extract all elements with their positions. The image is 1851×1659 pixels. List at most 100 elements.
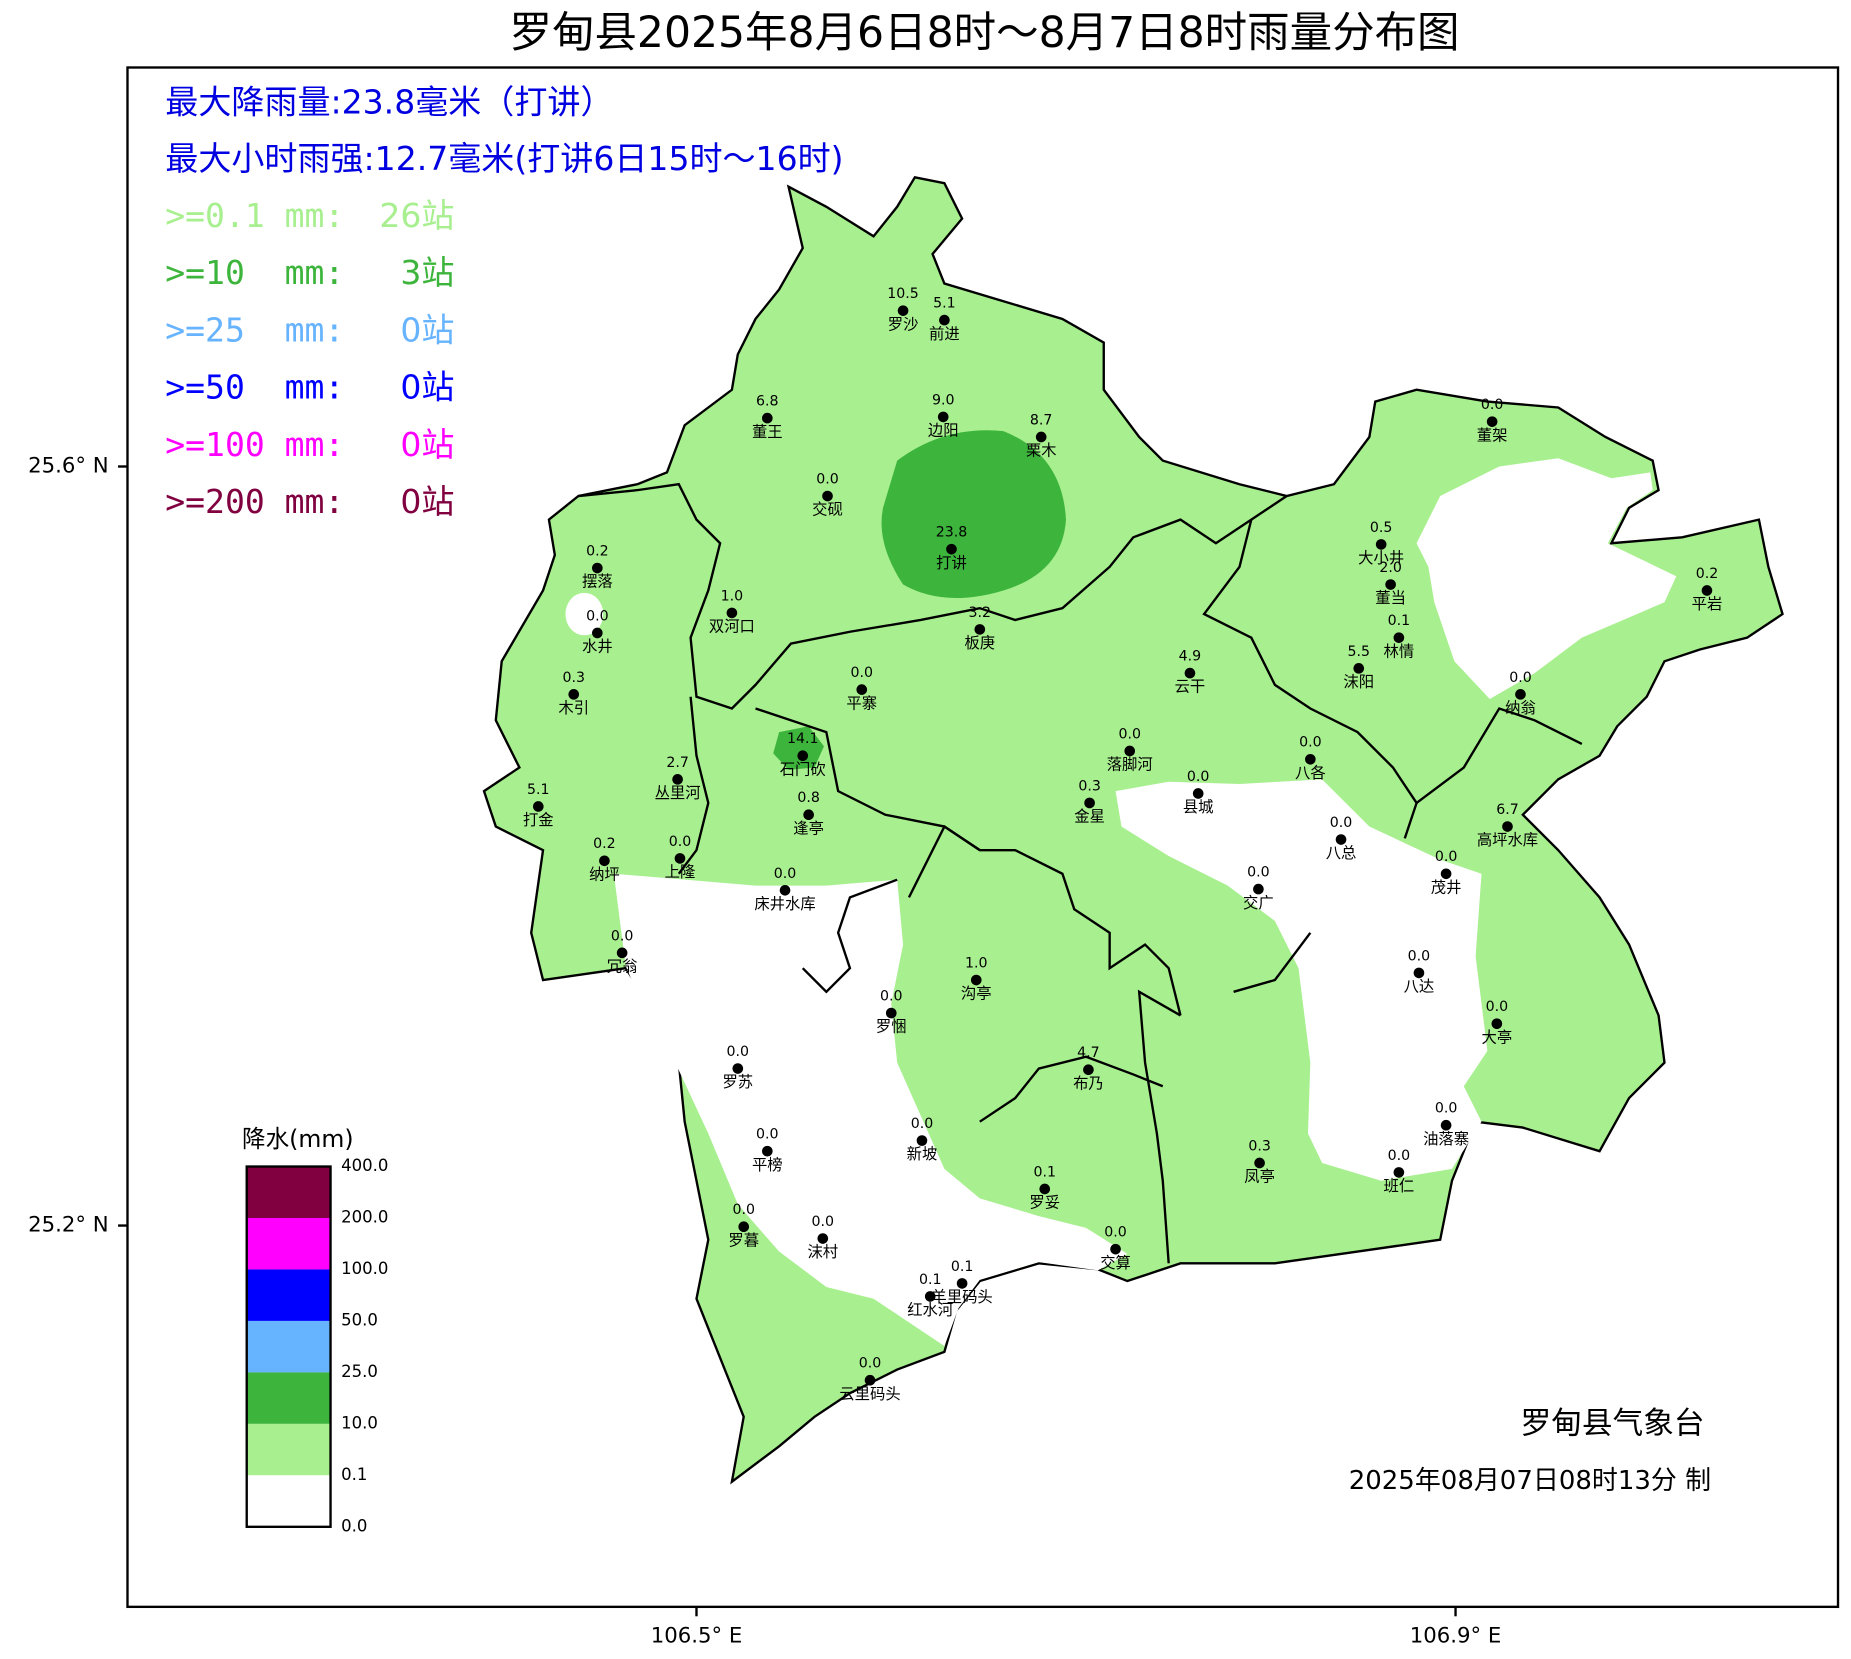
station-dot	[568, 689, 580, 700]
lat-label: 25.6° N	[28, 454, 109, 479]
station-dot	[592, 627, 603, 639]
legend-threshold: >=0.1 mm:	[165, 196, 344, 235]
station-value: 0.5	[1370, 520, 1393, 536]
station-dot	[1253, 883, 1264, 895]
station: 0.0 上隆	[665, 834, 696, 881]
station-value: 0.0	[1104, 1225, 1127, 1241]
station-dot	[885, 1007, 897, 1019]
map-frame	[126, 66, 1840, 1609]
colorbar-label: 10.0	[341, 1413, 378, 1432]
station-name: 凤亭	[1244, 1168, 1275, 1186]
colorbar-title: 降水(mm)	[242, 1125, 354, 1153]
station-value: 0.0	[1408, 948, 1431, 964]
station: 0.2 平岩	[1692, 566, 1723, 613]
station-name: 水井	[582, 638, 613, 656]
station-value: 0.0	[880, 989, 903, 1005]
station-dot	[1184, 667, 1196, 679]
station: 0.0 纳翁	[1505, 670, 1536, 717]
legend-count: 0站	[400, 368, 454, 407]
station: 0.0 交广	[1243, 865, 1274, 912]
station-name: 高坪水库	[1477, 831, 1538, 849]
station-value: 0.0	[1330, 815, 1353, 831]
station: 9.0 边阳	[928, 392, 959, 439]
no-rain-area	[565, 592, 604, 636]
station: 0.3 凤亭	[1244, 1138, 1275, 1185]
station-dot	[1393, 1167, 1405, 1178]
station-dot	[672, 774, 683, 785]
station-name: 林情	[1384, 642, 1415, 660]
legend-threshold: >=10 mm:	[165, 253, 344, 292]
station: 23.8 打讲	[936, 525, 968, 572]
station-value: 0.0	[812, 1214, 835, 1230]
station-dot	[897, 305, 909, 316]
station-dot	[1491, 1018, 1503, 1030]
station-name: 罗悃	[876, 1018, 907, 1036]
station-dot	[974, 624, 986, 635]
colorbar-swatch	[246, 1423, 331, 1476]
station: 0.0 交砚	[812, 471, 843, 518]
station-value: 0.1	[1033, 1164, 1056, 1180]
station-dot	[1413, 967, 1425, 979]
colorbar-swatch	[246, 1269, 331, 1321]
station-dot	[1124, 745, 1136, 757]
station: 0.0 茂井	[1431, 849, 1462, 896]
station: 0.0 云里码头	[839, 1356, 900, 1403]
station-dot	[924, 1291, 936, 1302]
station-dot	[599, 855, 610, 867]
station: 0.0 罗悃	[876, 989, 907, 1036]
station-dot	[762, 1145, 773, 1157]
station-dot	[1375, 539, 1387, 550]
lon-label: 106.9° E	[1410, 1623, 1502, 1648]
station-name: 罗暮	[728, 1231, 759, 1249]
station: 0.0 平寨	[846, 665, 877, 712]
legend-threshold: >=50 mm:	[165, 368, 344, 407]
station: 0.0 平榜	[752, 1127, 783, 1174]
station-name: 打讲	[936, 554, 967, 572]
colorbar-label: 400.0	[341, 1156, 388, 1175]
station-name: 董王	[752, 423, 783, 441]
timestamp: 2025年08月07日08时13分 制	[1349, 1466, 1711, 1496]
station-name: 丛里河	[655, 784, 701, 802]
station-value: 5.1	[933, 296, 956, 312]
station: 4.9 云干	[1175, 649, 1206, 696]
region	[482, 175, 1784, 1485]
station-value: 0.0	[1435, 849, 1458, 865]
station-value: 6.8	[756, 394, 779, 410]
station-value: 0.2	[593, 836, 616, 852]
station-name: 羊里码头	[931, 1288, 992, 1306]
station-dot	[1440, 868, 1452, 880]
station-name: 董架	[1477, 426, 1508, 444]
station: 0.0 县城	[1183, 769, 1214, 816]
station-value: 6.7	[1496, 802, 1519, 818]
station-value: 0.0	[850, 665, 873, 681]
station-dot	[726, 607, 738, 619]
station-value: 0.0	[586, 608, 609, 624]
colorbar-swatch	[246, 1166, 331, 1218]
station: 0.0 水井	[582, 608, 613, 655]
station: 0.5 大小井	[1358, 520, 1404, 567]
station-dot	[732, 1063, 744, 1074]
station: 8.7 栗木	[1026, 412, 1057, 459]
legend-count: 0站	[400, 425, 454, 464]
station-dot	[817, 1233, 829, 1244]
station: 0.1 罗妥	[1029, 1164, 1060, 1211]
station-value: 0.0	[611, 928, 634, 944]
colorbar-swatch	[246, 1217, 331, 1270]
heavy-rain-area	[773, 726, 824, 770]
station: 5.1 打金	[523, 782, 554, 829]
station-dot	[616, 947, 628, 959]
station-value: 0.0	[774, 866, 797, 882]
legend-threshold: >=200 mm:	[165, 482, 344, 521]
station-name: 罗妥	[1029, 1194, 1060, 1212]
agency: 罗甸县气象台	[1520, 1407, 1704, 1442]
station-value: 8.7	[1030, 412, 1053, 428]
station-value: 0.0	[859, 1356, 882, 1372]
station-name: 床井水库	[754, 895, 815, 913]
station-name: 新坡	[907, 1145, 938, 1163]
station: 0.0 交算	[1100, 1225, 1131, 1272]
colorbar-swatch	[246, 1320, 331, 1373]
station: 0.0 董架	[1477, 397, 1508, 444]
station-dot	[946, 543, 957, 555]
station-dot	[1701, 585, 1713, 596]
station-name: 纳翁	[1505, 699, 1536, 717]
